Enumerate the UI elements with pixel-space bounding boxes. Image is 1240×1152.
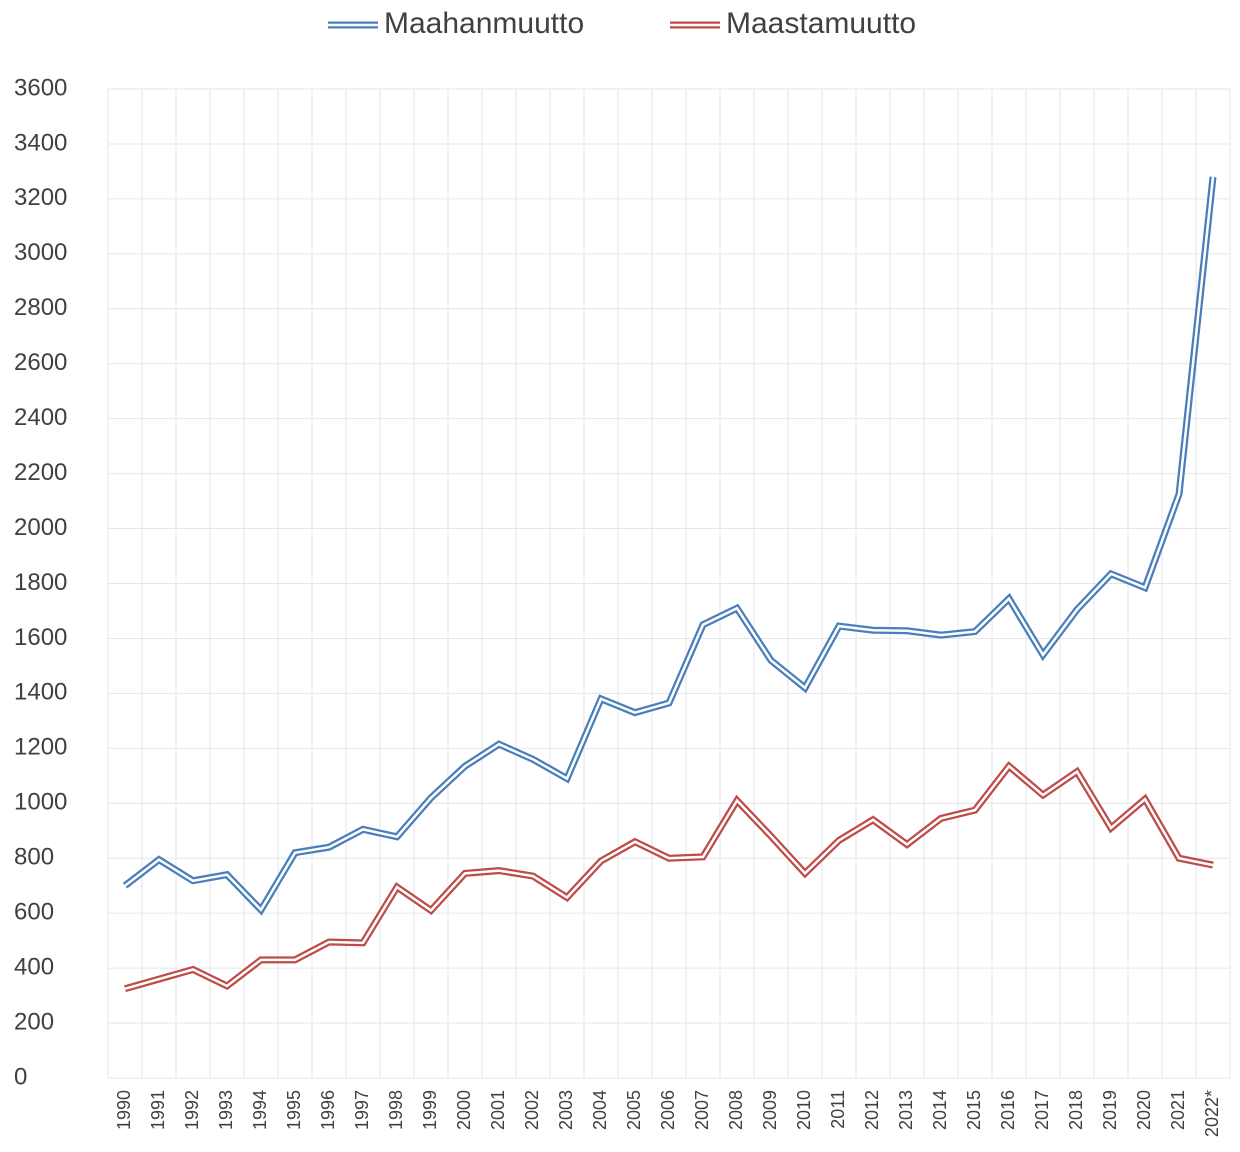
x-tick-label: 1995: [284, 1090, 304, 1130]
legend-label: Maahanmuutto: [384, 7, 584, 40]
series-line-core: [124, 176, 1215, 912]
x-tick-label: 1996: [318, 1090, 338, 1130]
y-tick-label: 3600: [14, 74, 67, 101]
series-line: [124, 761, 1214, 993]
x-tick-label: 2004: [590, 1090, 610, 1130]
y-tick-label: 1800: [14, 569, 67, 596]
x-tick-label: 2014: [930, 1090, 950, 1130]
x-tick-label: 1997: [352, 1090, 372, 1130]
y-tick-label: 1000: [14, 789, 67, 816]
x-tick-label: 2012: [862, 1090, 882, 1130]
series-line: [122, 176, 1217, 916]
x-tick-label: 2009: [760, 1090, 780, 1130]
x-tick-label: 1990: [114, 1090, 134, 1130]
x-tick-label: 2022*: [1202, 1090, 1222, 1137]
x-tick-label: 1992: [182, 1090, 202, 1130]
x-tick-label: 2019: [1100, 1090, 1120, 1130]
x-tick-label: 2005: [624, 1090, 644, 1130]
x-tick-label: 2016: [998, 1090, 1018, 1130]
x-tick-label: 1993: [216, 1090, 236, 1130]
x-tick-label: 2020: [1134, 1090, 1154, 1130]
x-tick-label: 1991: [148, 1090, 168, 1130]
y-tick-label: 0: [14, 1063, 27, 1090]
x-tick-label: 1999: [420, 1090, 440, 1130]
y-tick-label: 600: [14, 899, 54, 926]
x-tick-label: 2002: [522, 1090, 542, 1130]
x-tick-label: 1994: [250, 1090, 270, 1130]
y-tick-label: 1400: [14, 679, 67, 706]
y-tick-label: 1600: [14, 624, 67, 651]
y-tick-label: 3000: [14, 239, 67, 266]
y-tick-label: 3200: [14, 184, 67, 211]
y-tick-label: 800: [14, 844, 54, 871]
y-tick-label: 1200: [14, 734, 67, 761]
y-tick-label: 2000: [14, 514, 67, 541]
x-tick-label: 2017: [1032, 1090, 1052, 1130]
x-tick-label: 2000: [454, 1090, 474, 1130]
y-tick-label: 2400: [14, 404, 67, 431]
x-tick-label: 2003: [556, 1090, 576, 1130]
x-tick-label: 2015: [964, 1090, 984, 1130]
x-tick-label: 2013: [896, 1090, 916, 1130]
x-tick-label: 2007: [692, 1090, 712, 1130]
x-tick-label: 2008: [726, 1090, 746, 1130]
x-tick-label: 2011: [828, 1090, 848, 1129]
y-tick-label: 400: [14, 953, 54, 980]
x-tick-label: 2018: [1066, 1090, 1086, 1130]
x-tick-label: 2010: [794, 1090, 814, 1130]
x-tick-label: 1998: [386, 1090, 406, 1130]
y-tick-label: 2200: [14, 459, 67, 486]
x-tick-label: 2001: [488, 1090, 508, 1130]
y-tick-label: 3400: [14, 129, 67, 156]
series-line-core: [124, 764, 1214, 990]
x-tick-label: 2021: [1168, 1090, 1188, 1130]
y-tick-label: 200: [14, 1008, 54, 1035]
y-tick-label: 2800: [14, 294, 67, 321]
legend-label: Maastamuutto: [726, 7, 916, 40]
y-tick-label: 2600: [14, 349, 67, 376]
x-tick-label: 2006: [658, 1090, 678, 1130]
